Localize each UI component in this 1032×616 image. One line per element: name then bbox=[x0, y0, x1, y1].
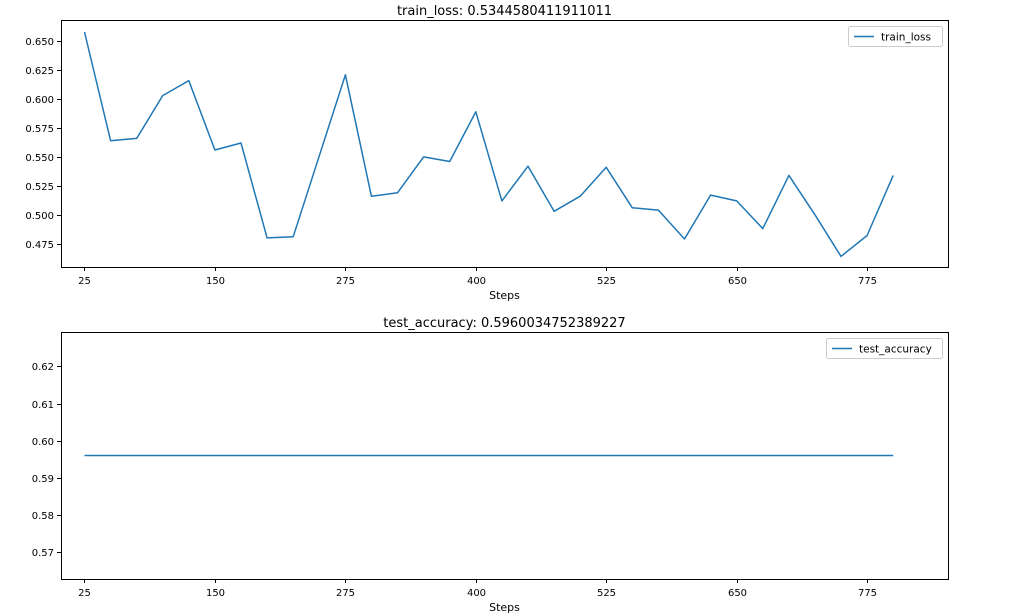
y-tick-label: 0.550 bbox=[25, 153, 54, 164]
y-tick-label: 0.625 bbox=[25, 66, 54, 77]
y-tick-label: 0.650 bbox=[25, 37, 54, 48]
x-axis: 25 150 275 400 525 650 775 bbox=[78, 267, 877, 287]
chart-title: test_accuracy: 0.5960034752389227 bbox=[383, 316, 625, 331]
x-axis-label: Steps bbox=[489, 289, 520, 302]
x-tick-label: 150 bbox=[206, 276, 225, 287]
series-line bbox=[83, 31, 894, 258]
y-tick-label: 0.61 bbox=[32, 400, 54, 411]
x-tick-label: 525 bbox=[597, 276, 616, 287]
plot-frame bbox=[61, 20, 949, 268]
test-accuracy-chart: test_accuracy: 0.5960034752389227 0.570.… bbox=[32, 316, 949, 614]
y-tick-label: 0.575 bbox=[25, 124, 54, 135]
plot-frame bbox=[61, 332, 949, 580]
x-tick-label: 25 bbox=[78, 588, 91, 599]
y-tick-label: 0.600 bbox=[25, 95, 54, 106]
legend-box bbox=[848, 26, 943, 47]
x-tick-label: 25 bbox=[78, 276, 91, 287]
x-axis-label: Steps bbox=[489, 601, 520, 614]
train-loss-chart: train_loss: 0.5344580411911011 0.475 0.50… bbox=[25, 4, 949, 302]
x-tick-label: 775 bbox=[858, 276, 877, 287]
y-tick-label: 0.525 bbox=[25, 182, 54, 193]
y-tick-label: 0.475 bbox=[25, 240, 54, 251]
y-tick-label: 0.57 bbox=[32, 548, 54, 559]
x-tick-label: 400 bbox=[467, 588, 486, 599]
x-tick-label: 400 bbox=[467, 276, 486, 287]
x-tick-label: 275 bbox=[336, 588, 355, 599]
x-axis: 25 150 275 400 525 650 775 bbox=[78, 579, 877, 599]
x-tick-label: 150 bbox=[206, 588, 225, 599]
legend: test_accuracy bbox=[826, 338, 943, 359]
legend: train_loss bbox=[848, 26, 943, 47]
y-axis: 0.57 0.58 0.59 0.60 0.61 0.62 bbox=[32, 362, 61, 559]
legend-entry-label: train_loss bbox=[881, 32, 931, 44]
y-tick-label: 0.60 bbox=[32, 437, 54, 448]
y-tick-label: 0.500 bbox=[25, 211, 54, 222]
x-tick-label: 650 bbox=[728, 588, 747, 599]
x-tick-label: 525 bbox=[597, 588, 616, 599]
legend-box bbox=[826, 338, 943, 359]
plot-lines bbox=[83, 31, 894, 258]
y-tick-label: 0.62 bbox=[32, 362, 54, 373]
x-tick-label: 650 bbox=[728, 276, 747, 287]
legend-entry-label: test_accuracy bbox=[859, 344, 932, 356]
chart-title: train_loss: 0.5344580411911011 bbox=[397, 4, 612, 19]
y-tick-label: 0.58 bbox=[32, 511, 54, 522]
x-tick-label: 775 bbox=[858, 588, 877, 599]
y-axis: 0.475 0.500 0.525 0.550 0.575 0.600 0.625 0.650 bbox=[25, 37, 61, 251]
y-tick-label: 0.59 bbox=[32, 474, 54, 485]
x-tick-label: 275 bbox=[336, 276, 355, 287]
